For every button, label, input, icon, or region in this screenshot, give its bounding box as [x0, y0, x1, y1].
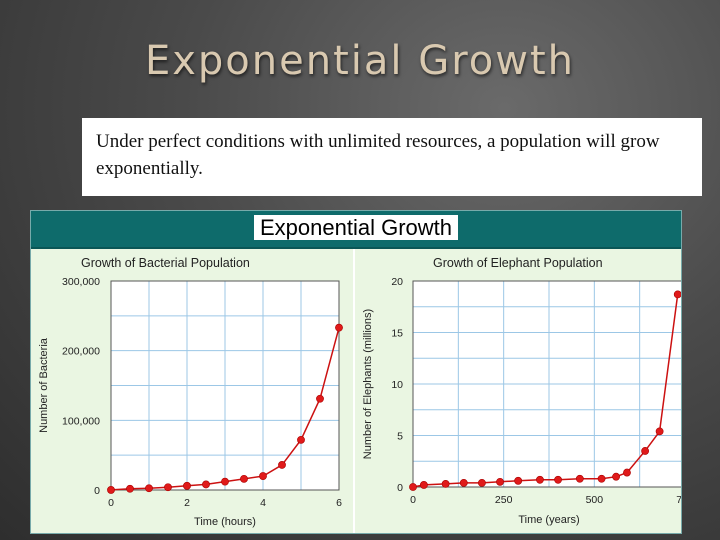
data-point	[278, 461, 286, 469]
y-tick-label: 15	[391, 328, 403, 340]
data-point	[126, 484, 134, 493]
elephant-chart: Growth of Elephant Population 0 250 500 750 0…	[362, 256, 681, 526]
data-point	[202, 480, 210, 489]
y-tick-label: 10	[391, 379, 403, 391]
slide-title: Exponential Growth	[144, 38, 576, 84]
data-point	[164, 483, 172, 492]
data-point	[107, 486, 115, 494]
chart-title: Growth of Elephant Population	[433, 256, 603, 270]
y-tick-label: 100,000	[62, 415, 100, 427]
data-point	[478, 478, 486, 487]
x-tick-label: 500	[586, 494, 604, 506]
x-tick-label: 0	[108, 497, 114, 509]
bacteria-chart: Growth of Bacterial Population 0 2 4 6 0 100,0…	[38, 256, 343, 528]
data-point	[145, 484, 153, 493]
figure-title: Exponential Growth	[254, 215, 458, 240]
x-axis-label: Time (years)	[518, 514, 579, 526]
data-point	[641, 447, 650, 455]
data-point	[554, 475, 562, 484]
data-point	[623, 468, 631, 477]
data-point	[575, 474, 584, 483]
data-point	[419, 481, 428, 489]
data-point	[673, 290, 681, 299]
data-point	[221, 477, 229, 486]
data-point	[240, 474, 248, 483]
y-axis-label: Number of Elephants (millions)	[362, 309, 374, 459]
data-point	[597, 474, 606, 483]
data-point	[441, 480, 450, 488]
content-box	[82, 118, 702, 196]
panel-divider	[353, 249, 355, 533]
data-point	[297, 435, 305, 444]
data-point	[316, 394, 324, 403]
y-tick-label: 5	[397, 431, 403, 443]
x-tick-label: 6	[336, 497, 342, 509]
data-point	[612, 472, 620, 481]
x-tick-label: 750	[676, 494, 681, 506]
y-tick-label: 200,000	[62, 346, 100, 358]
series-line	[412, 294, 679, 488]
data-point	[514, 476, 523, 485]
y-tick-label: 0	[397, 482, 403, 494]
y-tick-label: 300,000	[62, 276, 100, 288]
x-tick-label: 250	[495, 494, 513, 506]
y-tick-label: 20	[391, 276, 403, 288]
plot-border	[412, 280, 681, 488]
data-point	[335, 323, 343, 332]
x-tick-label: 4	[260, 497, 266, 509]
y-axis-label: Number of Bacteria	[38, 337, 50, 433]
data-point	[259, 472, 267, 480]
figure-header: Exponential Growth	[31, 211, 681, 249]
plot-border	[110, 280, 340, 491]
body-text: Under perfect conditions with unlimited …	[96, 131, 660, 179]
x-tick-label: 2	[184, 497, 190, 509]
data-point	[183, 481, 191, 490]
data-point	[409, 483, 417, 491]
data-point	[459, 478, 468, 487]
x-tick-label: 0	[410, 494, 416, 506]
data-point	[496, 477, 504, 486]
figure: Exponential Growth Growth of Bacterial P…	[30, 210, 682, 534]
x-axis-label: Time (hours)	[194, 516, 256, 528]
data-point	[536, 475, 544, 484]
chart-title: Growth of Bacterial Population	[81, 256, 250, 270]
data-point	[655, 427, 664, 436]
y-tick-label: 0	[94, 485, 100, 497]
